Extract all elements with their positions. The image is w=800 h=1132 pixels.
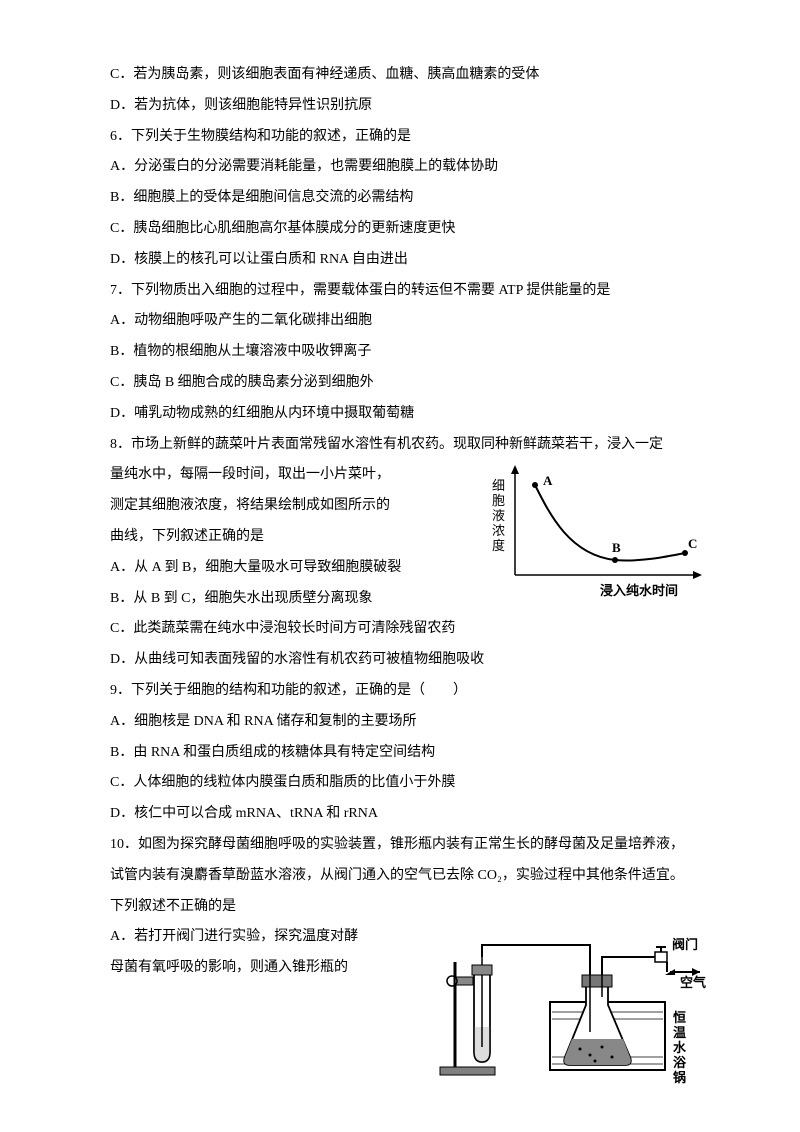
svg-text:锅: 锅: [673, 1070, 686, 1085]
chart-ylabel-1: 细: [492, 478, 505, 493]
q6-option-d: D．核膜上的核孔可以让蛋白质和 RNA 自由进出: [110, 245, 690, 276]
q10-stem-2: 试管内装有溴麝香草酚蓝水溶液，从阀门通入的空气已去除 CO₂，实验过程中其他条件…: [110, 861, 690, 892]
air-label: 空气: [680, 975, 706, 990]
document-page: C．若为胰岛素，则该细胞表面有神经递质、血糖、胰高血糖素的受体 D．若为抗体，则…: [0, 0, 800, 1024]
q7-option-d: D．哺乳动物成熟的红细胞从内环境中摄取葡萄糖: [110, 399, 690, 430]
q8-option-d: D．从曲线可知表面残留的水溶性有机农药可被植物细胞吸收: [110, 645, 690, 676]
chart-point-c: C: [688, 536, 697, 551]
q8-option-c: C．此类蔬菜需在纯水中浸泡较长时间方可清除残留农药: [110, 614, 690, 645]
q7-option-b: B．植物的根细胞从土壤溶液中吸收钾离子: [110, 337, 690, 368]
svg-text:恒: 恒: [673, 1010, 686, 1025]
chart-point-a: A: [543, 473, 553, 488]
q8-chart: A B C 细 胞 液 浓 度 浸入纯水时间: [480, 460, 710, 610]
svg-text:水: 水: [673, 1040, 687, 1055]
q9-stem: 9．下列关于细胞的结构和功能的叙述，正确的是（ ）: [110, 676, 690, 707]
svg-text:浴: 浴: [673, 1055, 687, 1070]
chart-xlabel: 浸入纯水时间: [600, 583, 678, 598]
q9-option-c: C．人体细胞的线粒体内膜蛋白质和脂质的比值小于外膜: [110, 768, 690, 799]
q9-option-b: B．由 RNA 和蛋白质组成的核糖体具有特定空间结构: [110, 738, 690, 769]
q7-option-a: A．动物细胞呼吸产生的二氧化碳排出细胞: [110, 306, 690, 337]
svg-text:胞: 胞: [492, 493, 505, 508]
q10-diagram: 阀门 空气: [430, 917, 720, 1087]
svg-text:浓: 浓: [492, 523, 505, 538]
q9-option-d: D．核仁中可以合成 mRNA、tRNA 和 rRNA: [110, 799, 690, 830]
valve-label: 阀门: [672, 937, 698, 952]
q7-option-c: C．胰岛 B 细胞合成的胰岛素分泌到细胞外: [110, 368, 690, 399]
svg-text:液: 液: [492, 508, 505, 523]
q6-option-c: C．胰岛细胞比心肌细胞高尔基体膜成分的更新速度更快: [110, 214, 690, 245]
chart-point-b: B: [612, 540, 621, 555]
q5-option-c: C．若为胰岛素，则该细胞表面有神经递质、血糖、胰高血糖素的受体: [110, 60, 690, 91]
q8-stem-1: 8．市场上新鲜的蔬菜叶片表面常残留水溶性有机农药。现取同种新鲜蔬菜若干，浸入一定: [110, 430, 690, 461]
q6-stem: 6．下列关于生物膜结构和功能的叙述，正确的是: [110, 122, 690, 153]
svg-text:度: 度: [492, 538, 505, 553]
q5-option-d: D．若为抗体，则该细胞能特异性识别抗原: [110, 91, 690, 122]
q10-block: 下列叙述不正确的是 A．若打开阀门进行实验，探究温度对酵 母菌有氧呼吸的影响，则…: [110, 892, 690, 984]
q9-option-a: A．细胞核是 DNA 和 RNA 储存和复制的主要场所: [110, 707, 690, 738]
q7-stem: 7．下列物质出入细胞的过程中，需要载体蛋白的转运但不需要 ATP 提供能量的是: [110, 276, 690, 307]
q6-option-a: A．分泌蛋白的分泌需要消耗能量，也需要细胞膜上的载体协助: [110, 152, 690, 183]
q6-option-b: B．细胞膜上的受体是细胞间信息交流的必需结构: [110, 183, 690, 214]
svg-text:温: 温: [673, 1025, 686, 1040]
q8-block: 8．市场上新鲜的蔬菜叶片表面常残留水溶性有机农药。现取同种新鲜蔬菜若干，浸入一定…: [110, 430, 690, 615]
q10-stem-1: 10．如图为探究酵母菌细胞呼吸的实验装置，锥形瓶内装有正常生长的酵母菌及足量培养…: [110, 830, 690, 861]
